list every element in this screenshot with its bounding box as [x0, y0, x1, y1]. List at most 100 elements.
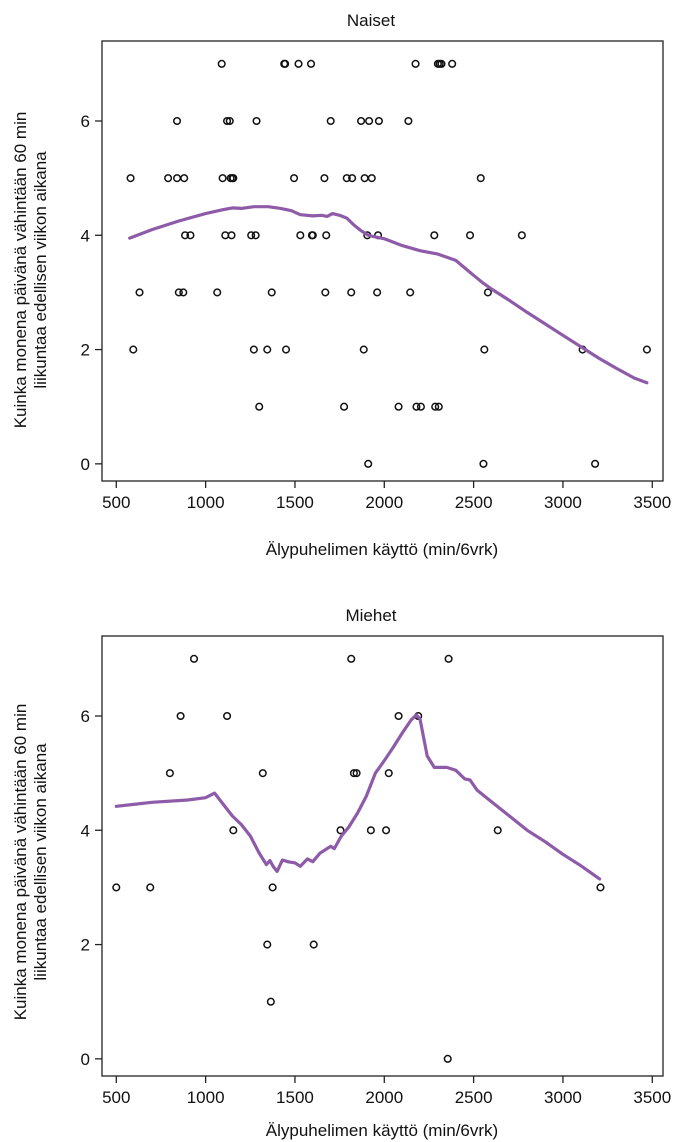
data-point [255, 402, 264, 411]
data-point [493, 826, 502, 835]
data-point [443, 1054, 452, 1063]
data-point [218, 174, 227, 183]
x-tick-label: 1000 [187, 493, 225, 512]
plot-frame [101, 40, 664, 482]
data-point [268, 883, 277, 892]
smoother-line [128, 205, 649, 385]
y-ticks: 0 2 4 6 [81, 707, 102, 1069]
y-tick-label: 4 [81, 821, 90, 840]
y-tick-label: 0 [81, 1050, 90, 1069]
data-point [384, 769, 393, 778]
data-point [249, 345, 258, 354]
data-point [267, 288, 276, 297]
data-point [266, 997, 275, 1006]
data-point [591, 459, 600, 468]
y-axis-label-line-2: liikuntaa edellisen viikon aikana [31, 151, 50, 389]
data-point [365, 116, 374, 126]
x-tick-label: 2000 [365, 493, 403, 512]
data-point [263, 345, 272, 354]
y-tick-label: 2 [81, 341, 90, 360]
data-point [448, 59, 457, 68]
chart-title: Naiset [347, 11, 395, 30]
data-point [406, 288, 415, 297]
data-point [347, 288, 356, 297]
y-tick-label: 6 [81, 707, 90, 726]
data-point [227, 231, 236, 240]
y-axis-label: Kuinka monena päivänä vähintään 60 min l… [11, 704, 50, 1021]
x-tick-label: 2500 [455, 493, 493, 512]
x-tick-label: 3000 [544, 1088, 582, 1107]
data-point [431, 402, 440, 411]
data-point [281, 59, 290, 68]
smoother-path [114, 713, 602, 881]
data-point [223, 711, 232, 721]
data-point [340, 402, 349, 411]
data-point [411, 59, 420, 68]
data-point [359, 345, 368, 354]
data-points [126, 59, 651, 468]
data-point [434, 402, 443, 411]
x-axis-label: Älypuhelimen käyttö (min/6vrk) [266, 1121, 498, 1140]
data-point [229, 174, 238, 183]
data-point [164, 174, 173, 183]
data-point [179, 288, 188, 297]
data-point [382, 826, 391, 835]
data-point [263, 940, 272, 949]
y-tick-label: 2 [81, 936, 90, 955]
y-tick-label: 4 [81, 226, 90, 245]
y-axis-label-line-1: Kuinka monena päivänä vähintään 60 min [11, 112, 30, 429]
data-point [217, 59, 226, 68]
plot-frame [101, 635, 664, 1077]
data-point [181, 231, 190, 240]
data-point [126, 174, 135, 183]
data-point [180, 174, 189, 183]
data-point [480, 345, 489, 354]
x-tick-label: 1500 [276, 493, 314, 512]
data-point [251, 231, 260, 240]
data-point [360, 174, 369, 183]
y-tick-label: 6 [81, 112, 90, 131]
x-ticks: 500 1000 1500 2000 2500 3000 3500 [102, 1076, 671, 1107]
x-tick-label: 3500 [633, 1088, 671, 1107]
data-point [306, 59, 316, 68]
data-point [479, 459, 488, 468]
data-point [366, 826, 375, 835]
y-ticks: 0 2 4 6 [81, 112, 102, 474]
data-point [176, 711, 185, 721]
data-point [342, 174, 351, 183]
data-point [172, 174, 182, 183]
y-axis-label-line-2: liikuntaa edellisen viikon aikana [31, 743, 50, 981]
data-point [281, 345, 291, 354]
data-points [112, 654, 605, 1063]
data-point [374, 116, 383, 126]
data-point [348, 174, 357, 183]
data-point [146, 883, 155, 892]
data-point [476, 174, 485, 183]
y-tick-label: 0 [81, 455, 90, 474]
chart-title: Miehet [345, 606, 396, 625]
data-point [416, 402, 425, 411]
data-point [347, 654, 356, 663]
data-point [483, 288, 492, 297]
data-point [349, 769, 358, 778]
x-tick-label: 2000 [365, 1088, 403, 1107]
data-point [444, 654, 453, 663]
data-point [186, 231, 195, 240]
smoother-path [128, 205, 649, 385]
data-point [336, 826, 345, 835]
data-point [326, 116, 335, 126]
data-point [129, 345, 138, 354]
data-point [135, 288, 144, 297]
x-tick-label: 3500 [633, 493, 671, 512]
data-point [247, 231, 256, 240]
data-point [357, 116, 366, 126]
data-point [112, 883, 121, 892]
data-point [252, 116, 261, 126]
data-point [213, 288, 222, 297]
data-point [165, 769, 174, 778]
data-point [394, 711, 403, 721]
data-point [290, 174, 299, 183]
data-point [296, 231, 305, 240]
x-tick-label: 500 [102, 493, 130, 512]
